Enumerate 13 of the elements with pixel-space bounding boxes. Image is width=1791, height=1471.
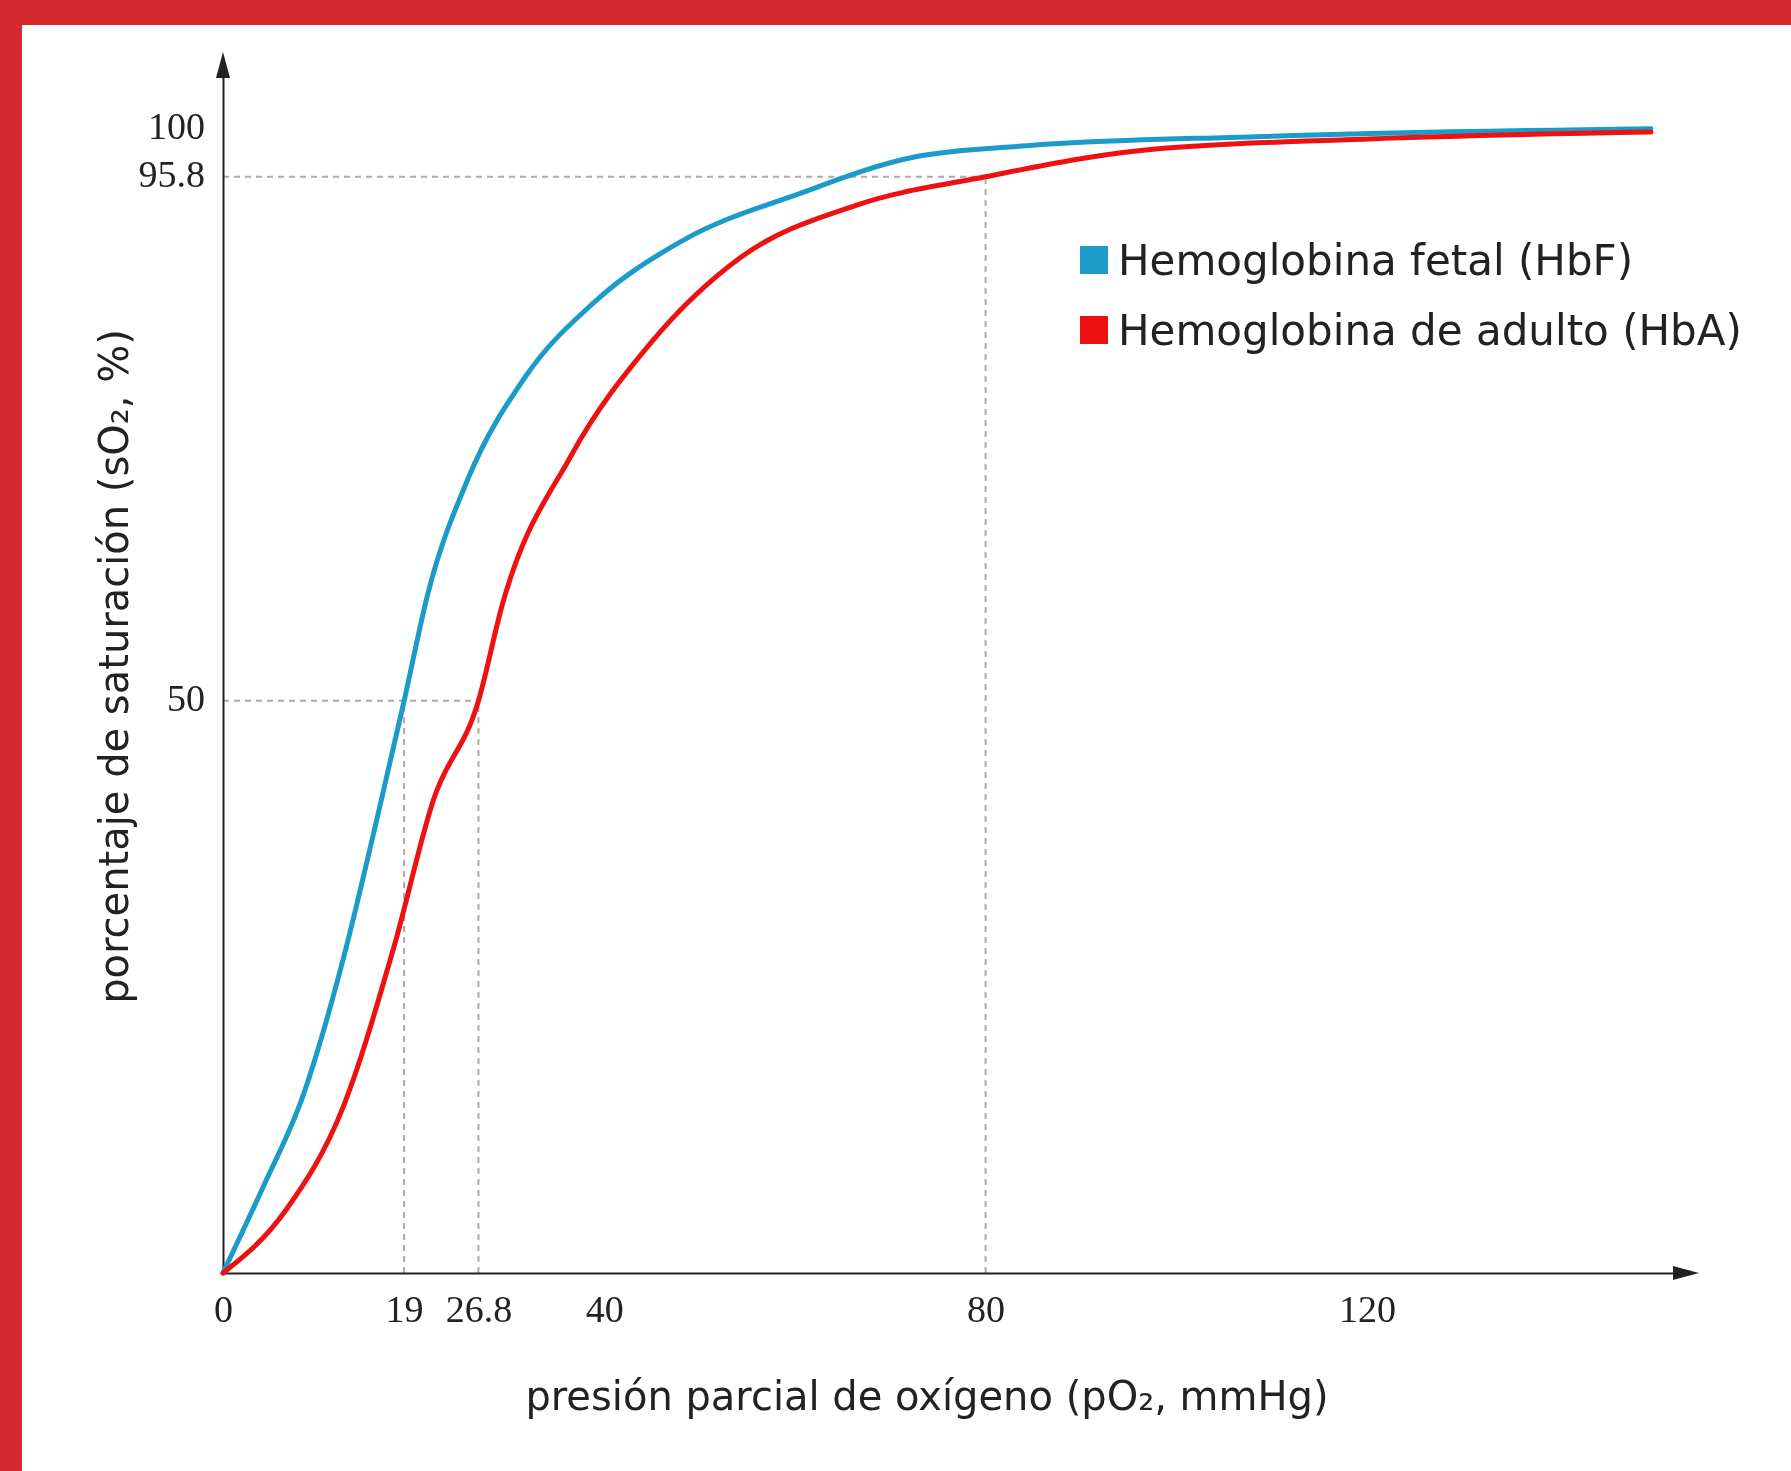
x-tick-label: 40 <box>585 1287 624 1330</box>
y-tick-label: 100 <box>148 104 205 147</box>
x-axis-title: presión parcial de oxígeno (pO₂, mmHg) <box>525 1373 1329 1419</box>
y-axis-title: porcentaje de saturación (sO₂, %) <box>91 329 137 1004</box>
x-tick-label: 80 <box>967 1287 1006 1330</box>
x-tick-label: 120 <box>1338 1287 1396 1330</box>
x-tick-label: 19 <box>385 1287 424 1330</box>
legend-label: Hemoglobina de adulto (HbA) <box>1118 305 1742 355</box>
legend-label: Hemoglobina fetal (HbF) <box>1118 235 1634 285</box>
y-tick-label: 50 <box>167 676 205 719</box>
x-tick-label: 0 <box>214 1287 233 1330</box>
x-tick-label: 26.8 <box>445 1287 513 1330</box>
y-tick-label: 95.8 <box>138 152 205 195</box>
